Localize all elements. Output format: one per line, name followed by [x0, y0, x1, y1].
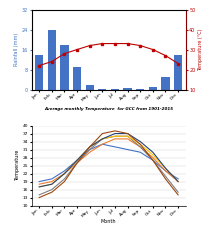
KUWAIT [151, 159, 154, 162]
KSA [126, 135, 129, 138]
QATAR [76, 159, 78, 162]
Line: QATAR: QATAR [39, 136, 178, 187]
BAHRAIN [38, 185, 41, 188]
BAHRAIN [177, 180, 179, 183]
BAHRAIN [76, 159, 78, 162]
Bar [73, 67, 81, 90]
Line: UAE: UAE [39, 139, 178, 184]
KSA [88, 148, 91, 151]
BAHRAIN [126, 132, 129, 135]
Line: KSA: KSA [39, 136, 178, 195]
UAE [114, 137, 116, 140]
KUWAIT [114, 130, 116, 132]
KUWAIT [177, 193, 179, 196]
Bar [86, 85, 94, 90]
OMAN [76, 159, 78, 162]
Bar [174, 54, 182, 90]
QATAR [63, 172, 66, 175]
KUWAIT [63, 180, 66, 183]
BAHRAIN [101, 137, 104, 140]
Line: OMAN: OMAN [39, 144, 178, 182]
KUWAIT [164, 177, 167, 180]
KSA [38, 193, 41, 196]
OMAN [177, 177, 179, 180]
Text: (a): (a) [104, 134, 113, 139]
UAE [126, 137, 129, 140]
KSA [114, 135, 116, 138]
OMAN [38, 180, 41, 183]
BAHRAIN [51, 183, 53, 186]
BAHRAIN [151, 151, 154, 154]
QATAR [164, 167, 167, 170]
OMAN [51, 177, 53, 180]
KSA [164, 175, 167, 178]
UAE [164, 169, 167, 172]
BAHRAIN [139, 140, 142, 143]
Y-axis label: Rainfall (mm): Rainfall (mm) [14, 33, 19, 66]
Bar [48, 30, 56, 90]
Bar [111, 89, 119, 90]
OMAN [139, 151, 142, 154]
KUWAIT [88, 146, 91, 148]
Line: KUWAIT: KUWAIT [39, 131, 178, 198]
KSA [101, 137, 104, 140]
KSA [51, 188, 53, 191]
Bar [149, 87, 157, 90]
OMAN [114, 146, 116, 148]
KSA [151, 159, 154, 162]
Bar [98, 89, 107, 90]
QATAR [177, 180, 179, 183]
OMAN [88, 148, 91, 151]
Y-axis label: Temperature: Temperature [15, 150, 20, 181]
UAE [38, 183, 41, 186]
QATAR [126, 135, 129, 138]
UAE [76, 161, 78, 164]
QATAR [101, 137, 104, 140]
KUWAIT [76, 161, 78, 164]
OMAN [63, 169, 66, 172]
X-axis label: Month: Month [101, 219, 116, 224]
QATAR [151, 153, 154, 156]
Bar [60, 44, 69, 90]
Bar [136, 89, 144, 90]
UAE [51, 180, 53, 183]
OMAN [126, 148, 129, 151]
QATAR [38, 185, 41, 188]
KSA [139, 146, 142, 148]
QATAR [139, 143, 142, 146]
KUWAIT [139, 143, 142, 146]
UAE [139, 146, 142, 148]
Bar [123, 88, 132, 90]
UAE [63, 172, 66, 175]
KUWAIT [51, 191, 53, 194]
KSA [177, 191, 179, 194]
Line: BAHRAIN: BAHRAIN [39, 134, 178, 187]
BAHRAIN [164, 167, 167, 170]
Text: Average monthly Temperature  for GCC from 1901-2015: Average monthly Temperature for GCC from… [44, 107, 173, 111]
UAE [177, 180, 179, 183]
Y-axis label: Temperature (°C): Temperature (°C) [198, 28, 203, 71]
UAE [88, 151, 91, 154]
KUWAIT [101, 132, 104, 135]
QATAR [51, 183, 53, 186]
UAE [101, 143, 104, 146]
BAHRAIN [88, 146, 91, 148]
BAHRAIN [63, 172, 66, 175]
UAE [151, 156, 154, 159]
OMAN [101, 143, 104, 146]
KSA [76, 161, 78, 164]
BAHRAIN [114, 132, 116, 135]
OMAN [151, 159, 154, 162]
QATAR [88, 146, 91, 148]
OMAN [164, 169, 167, 172]
Bar [161, 77, 170, 90]
QATAR [114, 135, 116, 138]
KUWAIT [126, 132, 129, 135]
KSA [63, 177, 66, 180]
Bar [35, 54, 43, 90]
KUWAIT [38, 196, 41, 199]
